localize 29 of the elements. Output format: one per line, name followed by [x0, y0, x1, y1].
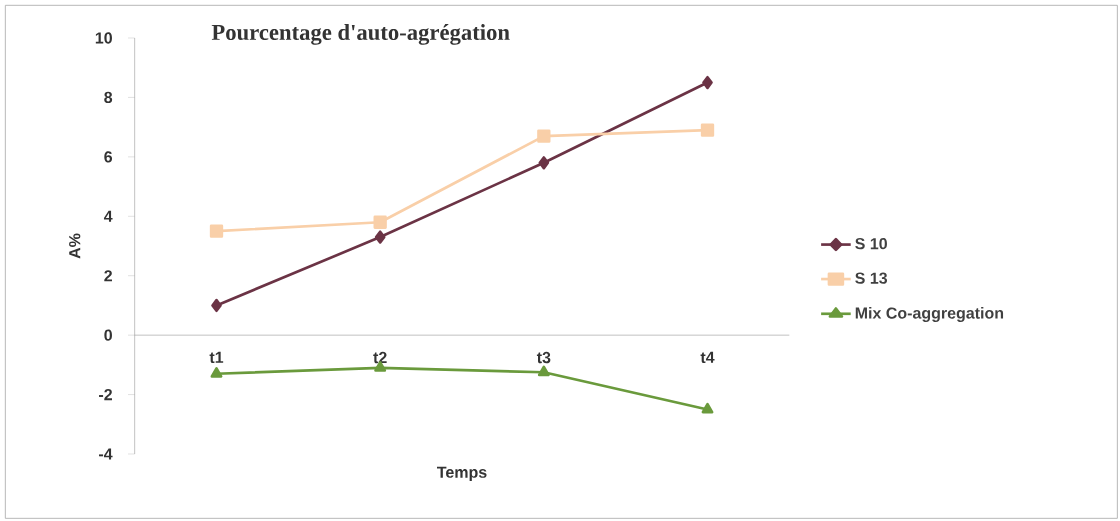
- point: [209, 224, 224, 238]
- y-tick-label: 10: [95, 32, 112, 44]
- x-tick-label: t3: [536, 351, 551, 364]
- x-tick-label: t2: [373, 351, 387, 364]
- x-tick-label: t4: [700, 351, 715, 364]
- x-axis-title: Temps: [437, 466, 487, 482]
- chart-title: Pourcentage d'auto-agrégation: [211, 24, 510, 45]
- y-tick-label: 8: [104, 91, 113, 104]
- y-tick-label: 4: [103, 210, 113, 222]
- y-tick-label: -4: [99, 448, 113, 460]
- point: [537, 129, 551, 143]
- y-tick-label: 0: [104, 329, 112, 341]
- point: [373, 215, 387, 229]
- legend-label: S 10: [855, 237, 887, 250]
- legend-label: S 13: [855, 272, 888, 284]
- point: [702, 75, 713, 90]
- y-tick-label: 2: [104, 270, 112, 282]
- legend-label: Mix Co-aggregation: [855, 307, 1004, 322]
- x-tick-label: t1: [209, 351, 224, 364]
- point: [537, 365, 550, 377]
- y-tick-label: 6: [104, 151, 113, 163]
- point: [700, 123, 715, 137]
- point: [211, 298, 222, 313]
- y-axis-title: A%: [69, 233, 81, 259]
- point: [538, 156, 550, 170]
- y-tick-label: -2: [99, 388, 112, 401]
- point: [701, 402, 714, 414]
- point: [374, 230, 386, 244]
- point: [210, 367, 223, 378]
